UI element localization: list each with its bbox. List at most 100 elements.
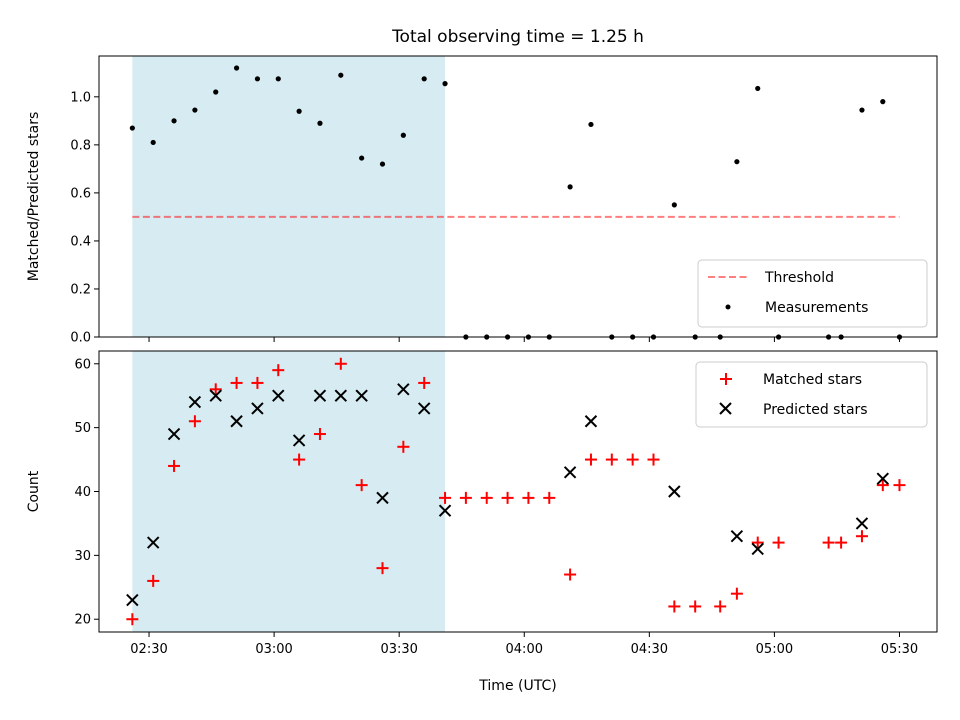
matched-legend-label: Matched stars <box>763 372 862 388</box>
predicted-star-point <box>292 434 306 447</box>
matched-star-point <box>626 453 639 466</box>
bottom-panel: 20 30 40 50 60 02:30 03:00 03:30 04:00 04:30 05:0… <box>26 350 938 694</box>
matched-star-point <box>522 491 535 504</box>
x-axis-label: Time (UTC) <box>478 678 556 694</box>
predicted-star-point <box>730 529 744 543</box>
chart-title: Total observing time = 1.25 h <box>391 27 644 47</box>
bot-y-tick-label: 50 <box>74 421 91 436</box>
bot-y-tick-label: 60 <box>74 357 91 372</box>
predicted-star-point <box>397 383 410 396</box>
matched-star-point <box>480 491 493 504</box>
matched-star-point <box>334 357 347 370</box>
measurement-point <box>275 76 281 82</box>
measurement-point <box>734 159 740 165</box>
x-tick-label: 03:00 <box>255 642 292 657</box>
top-y-tick-label: 0.0 <box>70 331 91 346</box>
matched-star-point <box>605 453 618 466</box>
predicted-star-point <box>668 485 681 498</box>
measurement-point <box>192 107 198 113</box>
predicted-star-point <box>334 389 348 402</box>
matched-star-point <box>893 479 906 492</box>
matched-star-point <box>459 491 472 504</box>
matched-star-point <box>209 383 222 396</box>
matched-star-point <box>564 568 577 581</box>
matched-star-point <box>147 574 160 587</box>
matched-star-point <box>543 491 556 504</box>
top-panel: 0.0 0.2 0.4 0.6 0.8 1.0 Matched/Predicted sta… <box>26 55 938 346</box>
top-y-tick-label: 0.2 <box>70 282 91 297</box>
bottom-legend-box <box>695 361 928 428</box>
predicted-star-point <box>230 415 243 428</box>
measurement-point <box>588 121 594 128</box>
predicted-star-point <box>855 517 869 530</box>
matched-star-point <box>835 536 848 549</box>
measurement-point <box>442 81 448 87</box>
matched-star-point <box>272 364 285 377</box>
bot-y-tick-label: 30 <box>74 549 91 564</box>
predicted-star-point <box>376 491 389 505</box>
matched-star-point <box>714 600 727 613</box>
matched-star-point <box>876 479 889 492</box>
predicted-star-point <box>751 542 764 556</box>
predicted-star-point <box>355 389 368 402</box>
matched-star-point <box>439 491 452 504</box>
bottom-shaded-interval <box>132 351 446 632</box>
top-y-tick-label: 0.6 <box>70 186 91 201</box>
top-y-tick-label: 0.8 <box>70 138 91 153</box>
predicted-star-point <box>126 593 139 607</box>
top-shaded-interval <box>132 56 446 337</box>
matched-star-point <box>313 428 326 441</box>
measurement-point <box>317 120 323 126</box>
matched-star-point <box>855 530 868 543</box>
top-y-tick-label: 1.0 <box>70 90 91 105</box>
predicted-star-point <box>209 389 222 402</box>
predicted-legend-label: Predicted stars <box>763 402 868 418</box>
matched-star-point <box>418 376 431 389</box>
measurement-point <box>421 76 427 82</box>
x-tick-label: 02:30 <box>130 642 167 657</box>
matched-star-point <box>188 415 201 428</box>
matched-star-point <box>126 613 139 626</box>
top-plot-frame <box>98 55 938 338</box>
measurement-point <box>254 76 261 82</box>
measurement-point <box>400 132 406 138</box>
predicted-star-point <box>563 466 577 479</box>
measurement-point <box>880 99 886 105</box>
measurement-point <box>379 161 386 167</box>
top-legend-box <box>697 259 928 328</box>
predicted-legend-swatch <box>719 402 732 415</box>
matched-star-point <box>397 440 410 453</box>
threshold-legend-label: Threshold <box>764 270 834 286</box>
measurement-point <box>171 118 177 124</box>
matched-star-point <box>647 453 660 466</box>
matched-star-point <box>584 453 597 466</box>
predicted-star-point <box>188 395 202 409</box>
measurement-point <box>671 202 677 208</box>
measurements-legend-label: Measurements <box>765 300 868 316</box>
measurement-point <box>567 184 573 190</box>
matched-star-point <box>689 600 702 613</box>
measurement-point <box>150 139 156 146</box>
x-tick-label: 05:00 <box>756 642 793 657</box>
predicted-star-point <box>146 536 160 549</box>
measurement-point <box>359 155 365 161</box>
bottom-y-axis-label: Count <box>26 470 42 512</box>
matched-star-point <box>376 562 389 575</box>
predicted-star-point <box>417 402 431 415</box>
matched-star-point <box>772 536 785 549</box>
x-tick-label: 05:30 <box>881 642 918 657</box>
matched-star-point <box>293 453 306 466</box>
x-tick-label: 03:30 <box>380 642 417 657</box>
measurement-point <box>338 72 344 78</box>
predicted-star-point <box>584 415 598 428</box>
measurement-point <box>213 89 219 95</box>
predicted-star-point <box>313 389 327 402</box>
matched-star-point <box>751 536 764 549</box>
matched-star-point <box>668 600 681 613</box>
matched-star-point <box>730 587 743 600</box>
matched-legend-swatch <box>720 373 732 385</box>
measurement-point <box>755 85 761 92</box>
matched-star-point <box>251 376 264 389</box>
predicted-star-point <box>876 472 890 485</box>
